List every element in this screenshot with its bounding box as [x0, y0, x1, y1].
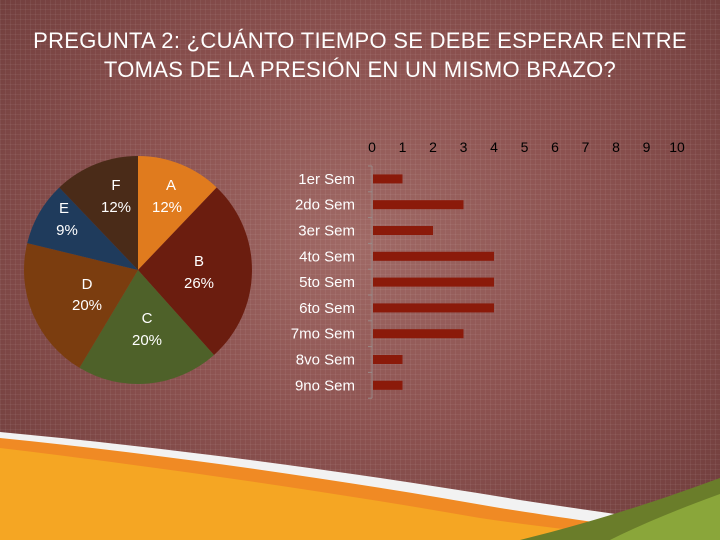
- category-label: 3er Sem: [298, 223, 355, 240]
- x-tick-label: 8: [612, 139, 620, 155]
- pie-slice-f: [59, 156, 138, 270]
- decorative-wave: [0, 432, 720, 540]
- category-label: 1er Sem: [298, 171, 355, 188]
- bar-chart: 0 1 2 3 4 5 6 7 8 9 10 1er Sem 2do Sem 3er Sem 4to Sem…: [291, 139, 685, 399]
- bar: [373, 277, 494, 287]
- x-tick-label: 10: [669, 139, 685, 155]
- pie-slice-a: [138, 156, 217, 270]
- category-label: 4to Sem: [299, 248, 355, 265]
- category-label: 6to Sem: [299, 300, 355, 317]
- pie-slice-c: [79, 270, 215, 385]
- x-tick-label: 0: [368, 139, 376, 155]
- category-label: 2do Sem: [295, 197, 355, 214]
- bar: [373, 303, 494, 313]
- x-tick-label: 5: [521, 139, 529, 155]
- pie-value-label-f: 12%: [101, 199, 131, 216]
- bar: [373, 380, 403, 390]
- x-tick-label: 3: [460, 139, 468, 155]
- pie-value-label-e: 9%: [56, 222, 78, 239]
- category-label: 5to Sem: [299, 274, 355, 291]
- category-label: 8vo Sem: [296, 352, 355, 369]
- pie-value-label-c: 20%: [132, 332, 162, 349]
- pie-label-d: D: [82, 276, 93, 293]
- pie-label-b: B: [194, 253, 204, 270]
- pie-value-label-d: 20%: [72, 297, 102, 314]
- x-tick-label: 6: [551, 139, 559, 155]
- pie-value-label-b: 26%: [184, 275, 214, 292]
- pie-label-f: F: [111, 177, 120, 194]
- category-label: 9no Sem: [295, 377, 355, 394]
- bar: [373, 329, 464, 339]
- x-tick-label: 1: [399, 139, 407, 155]
- bar: [373, 251, 494, 261]
- bar: [373, 226, 433, 235]
- pie-value-label-a: 12%: [152, 199, 182, 216]
- x-tick-label: 2: [429, 139, 437, 155]
- pie-slice-d: [23, 243, 139, 368]
- pie-label-a: A: [166, 177, 176, 194]
- pie-slice-b: [138, 187, 253, 355]
- bar: [373, 200, 464, 210]
- x-tick-label: 7: [582, 139, 590, 155]
- pie-chart: A 12% B 26% C 20% D 20% E 9% F 12%: [23, 156, 253, 385]
- category-label: 7mo Sem: [291, 326, 355, 343]
- pie-label-e: E: [59, 200, 69, 217]
- x-tick-label: 9: [643, 139, 651, 155]
- bar: [373, 174, 403, 184]
- pie-slice-e: [27, 187, 138, 270]
- slide-title: PREGUNTA 2: ¿CUÁNTO TIEMPO SE DEBE ESPER…: [33, 28, 687, 82]
- pie-label-c: C: [142, 310, 153, 327]
- bar: [373, 355, 403, 364]
- x-tick-label: 4: [490, 139, 498, 155]
